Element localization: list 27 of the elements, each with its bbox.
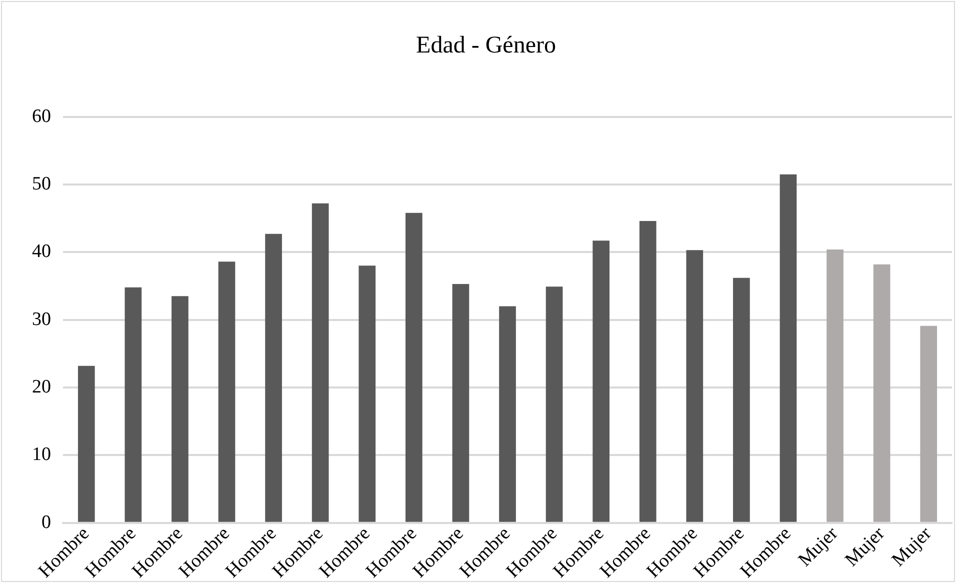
y-tick-label: 30 <box>32 308 51 330</box>
bar <box>124 287 142 522</box>
bar <box>873 264 890 522</box>
y-tick-label: 40 <box>32 241 51 262</box>
bar <box>358 266 376 522</box>
bar <box>780 174 797 522</box>
bar <box>406 212 422 522</box>
chart-title: Edad - Género <box>416 32 556 59</box>
bar <box>78 366 95 522</box>
y-tick-label: 0 <box>42 512 51 533</box>
bar <box>592 240 610 522</box>
bar <box>218 262 236 522</box>
y-tick-label: 50 <box>32 173 51 194</box>
bar <box>265 234 282 522</box>
bar <box>920 326 938 522</box>
bar <box>452 284 470 522</box>
y-tick-label: 10 <box>32 444 51 466</box>
bar <box>312 203 329 522</box>
bar <box>499 306 516 522</box>
y-tick-label: 20 <box>32 376 51 398</box>
bar <box>686 250 704 522</box>
bar <box>826 249 844 522</box>
bar <box>639 221 656 522</box>
bar <box>172 296 188 522</box>
bar <box>546 286 563 522</box>
y-tick-label: 60 <box>32 106 51 127</box>
bar <box>733 278 750 522</box>
